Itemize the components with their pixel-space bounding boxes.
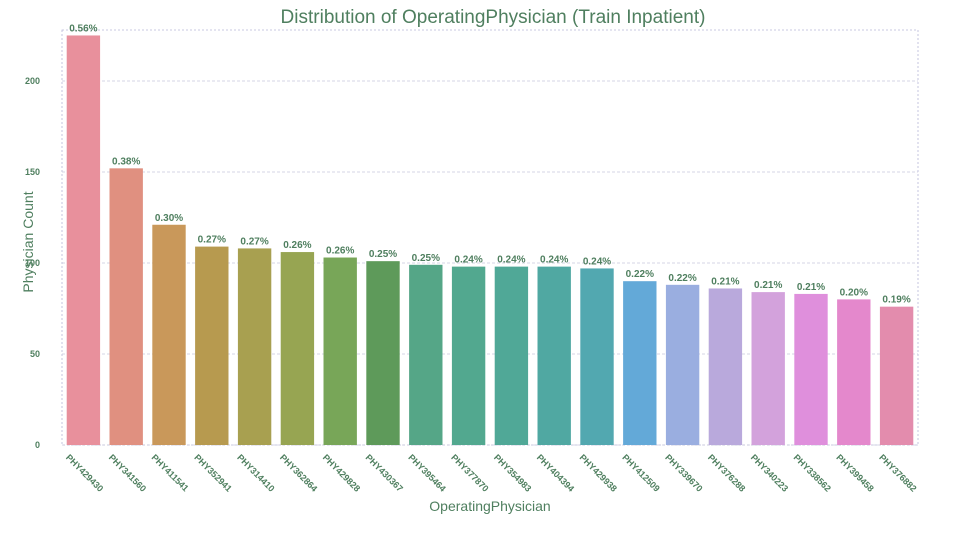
bar-PHY376882 [879, 306, 914, 445]
x-tick-label: PHY430367 [364, 452, 405, 493]
bar-PHY404394 [537, 266, 571, 445]
x-axis-label: OperatingPhysician [429, 498, 550, 514]
x-tick-label: PHY429430 [64, 452, 105, 493]
bar-PHY376288 [708, 288, 743, 445]
y-tick-label: 50 [30, 349, 40, 359]
bar-PHY429938 [580, 268, 614, 445]
bar-value-label: 0.27% [198, 235, 226, 246]
x-tick-label: PHY395464 [406, 452, 447, 493]
bar-value-label: 0.56% [69, 23, 97, 34]
bar-value-label: 0.24% [497, 255, 525, 266]
bar-PHY429828 [323, 257, 357, 445]
y-tick-label: 200 [25, 76, 40, 86]
x-tick-label: PHY376882 [877, 452, 918, 493]
bar-value-label: 0.24% [454, 255, 482, 266]
y-tick-label: 0 [35, 440, 40, 450]
x-tick-label: PHY399458 [834, 452, 875, 493]
bar-value-label: 0.30% [155, 213, 183, 224]
bar-value-label: 0.25% [369, 249, 397, 260]
bar-value-label: 0.19% [882, 295, 910, 306]
bar-PHY377870 [451, 266, 486, 445]
bar-PHY338562 [794, 293, 828, 445]
x-tick-label: PHY429938 [578, 452, 619, 493]
x-tick-label: PHY338562 [792, 452, 833, 493]
x-tick-label: PHY340223 [749, 452, 790, 493]
bar-PHY411541 [152, 224, 186, 445]
bar-value-label: 0.27% [240, 236, 268, 247]
y-tick-label: 150 [25, 167, 40, 177]
gridlines [62, 80, 918, 446]
bar-PHY362864 [280, 252, 315, 445]
bar-PHY395464 [409, 264, 443, 445]
x-tick-label: PHY352941 [192, 452, 233, 493]
bar-value-label: 0.20% [840, 287, 868, 298]
x-tick-label: PHY411541 [150, 452, 191, 493]
x-tick-label: PHY412509 [620, 452, 661, 493]
plot-frame [61, 29, 919, 446]
x-axis-ticks: PHY429430 PHY341560 PHY411541 PHY352941 PHY3… [64, 452, 919, 493]
bar-PHY412509 [623, 281, 657, 445]
bars [66, 35, 914, 446]
chart-title: Distribution of OperatingPhysician (Trai… [281, 7, 706, 28]
bar-value-label: 0.26% [283, 240, 311, 251]
bar-value-label: 0.22% [626, 269, 654, 280]
y-axis-ticks: 0 50 100 150 200 [25, 76, 40, 450]
bar-PHY429430 [66, 35, 101, 446]
bar-value-label: 0.38% [112, 156, 140, 167]
x-tick-label: PHY362864 [278, 452, 319, 493]
bar-PHY341560 [109, 168, 143, 446]
bar-value-label: 0.21% [797, 282, 825, 293]
bar-PHY354983 [494, 266, 529, 445]
bar-value-label: 0.24% [583, 256, 611, 267]
bar-PHY339670 [665, 284, 700, 445]
bar-value-label: 0.26% [326, 246, 354, 257]
bar-PHY314410 [237, 248, 272, 445]
x-tick-label: PHY376288 [706, 452, 747, 493]
bar-value-label: 0.24% [540, 255, 568, 266]
bar-PHY430367 [366, 261, 400, 445]
x-tick-label: PHY341560 [107, 452, 148, 493]
bar-value-label: 0.21% [754, 280, 782, 291]
x-tick-label: PHY377870 [449, 452, 490, 493]
x-tick-label: PHY314410 [235, 452, 276, 493]
bar-PHY399458 [837, 299, 871, 445]
x-tick-label: PHY339670 [663, 452, 704, 493]
bar-PHY352941 [195, 246, 229, 445]
bar-value-label: 0.21% [711, 276, 739, 287]
x-tick-label: PHY404394 [535, 452, 576, 493]
bar-PHY340223 [751, 292, 785, 445]
x-tick-label: PHY354983 [492, 452, 533, 493]
bar-value-label: 0.22% [668, 273, 696, 284]
bar-value-label: 0.25% [412, 253, 440, 264]
bar-labels: 0.56% 0.38% 0.30% 0.27% 0.27% 0.26% 0.26% 0.25%… [69, 23, 911, 305]
x-tick-label: PHY429828 [321, 452, 362, 493]
y-tick-label: 100 [25, 258, 40, 268]
y-axis-label: Physician Count [20, 191, 36, 292]
